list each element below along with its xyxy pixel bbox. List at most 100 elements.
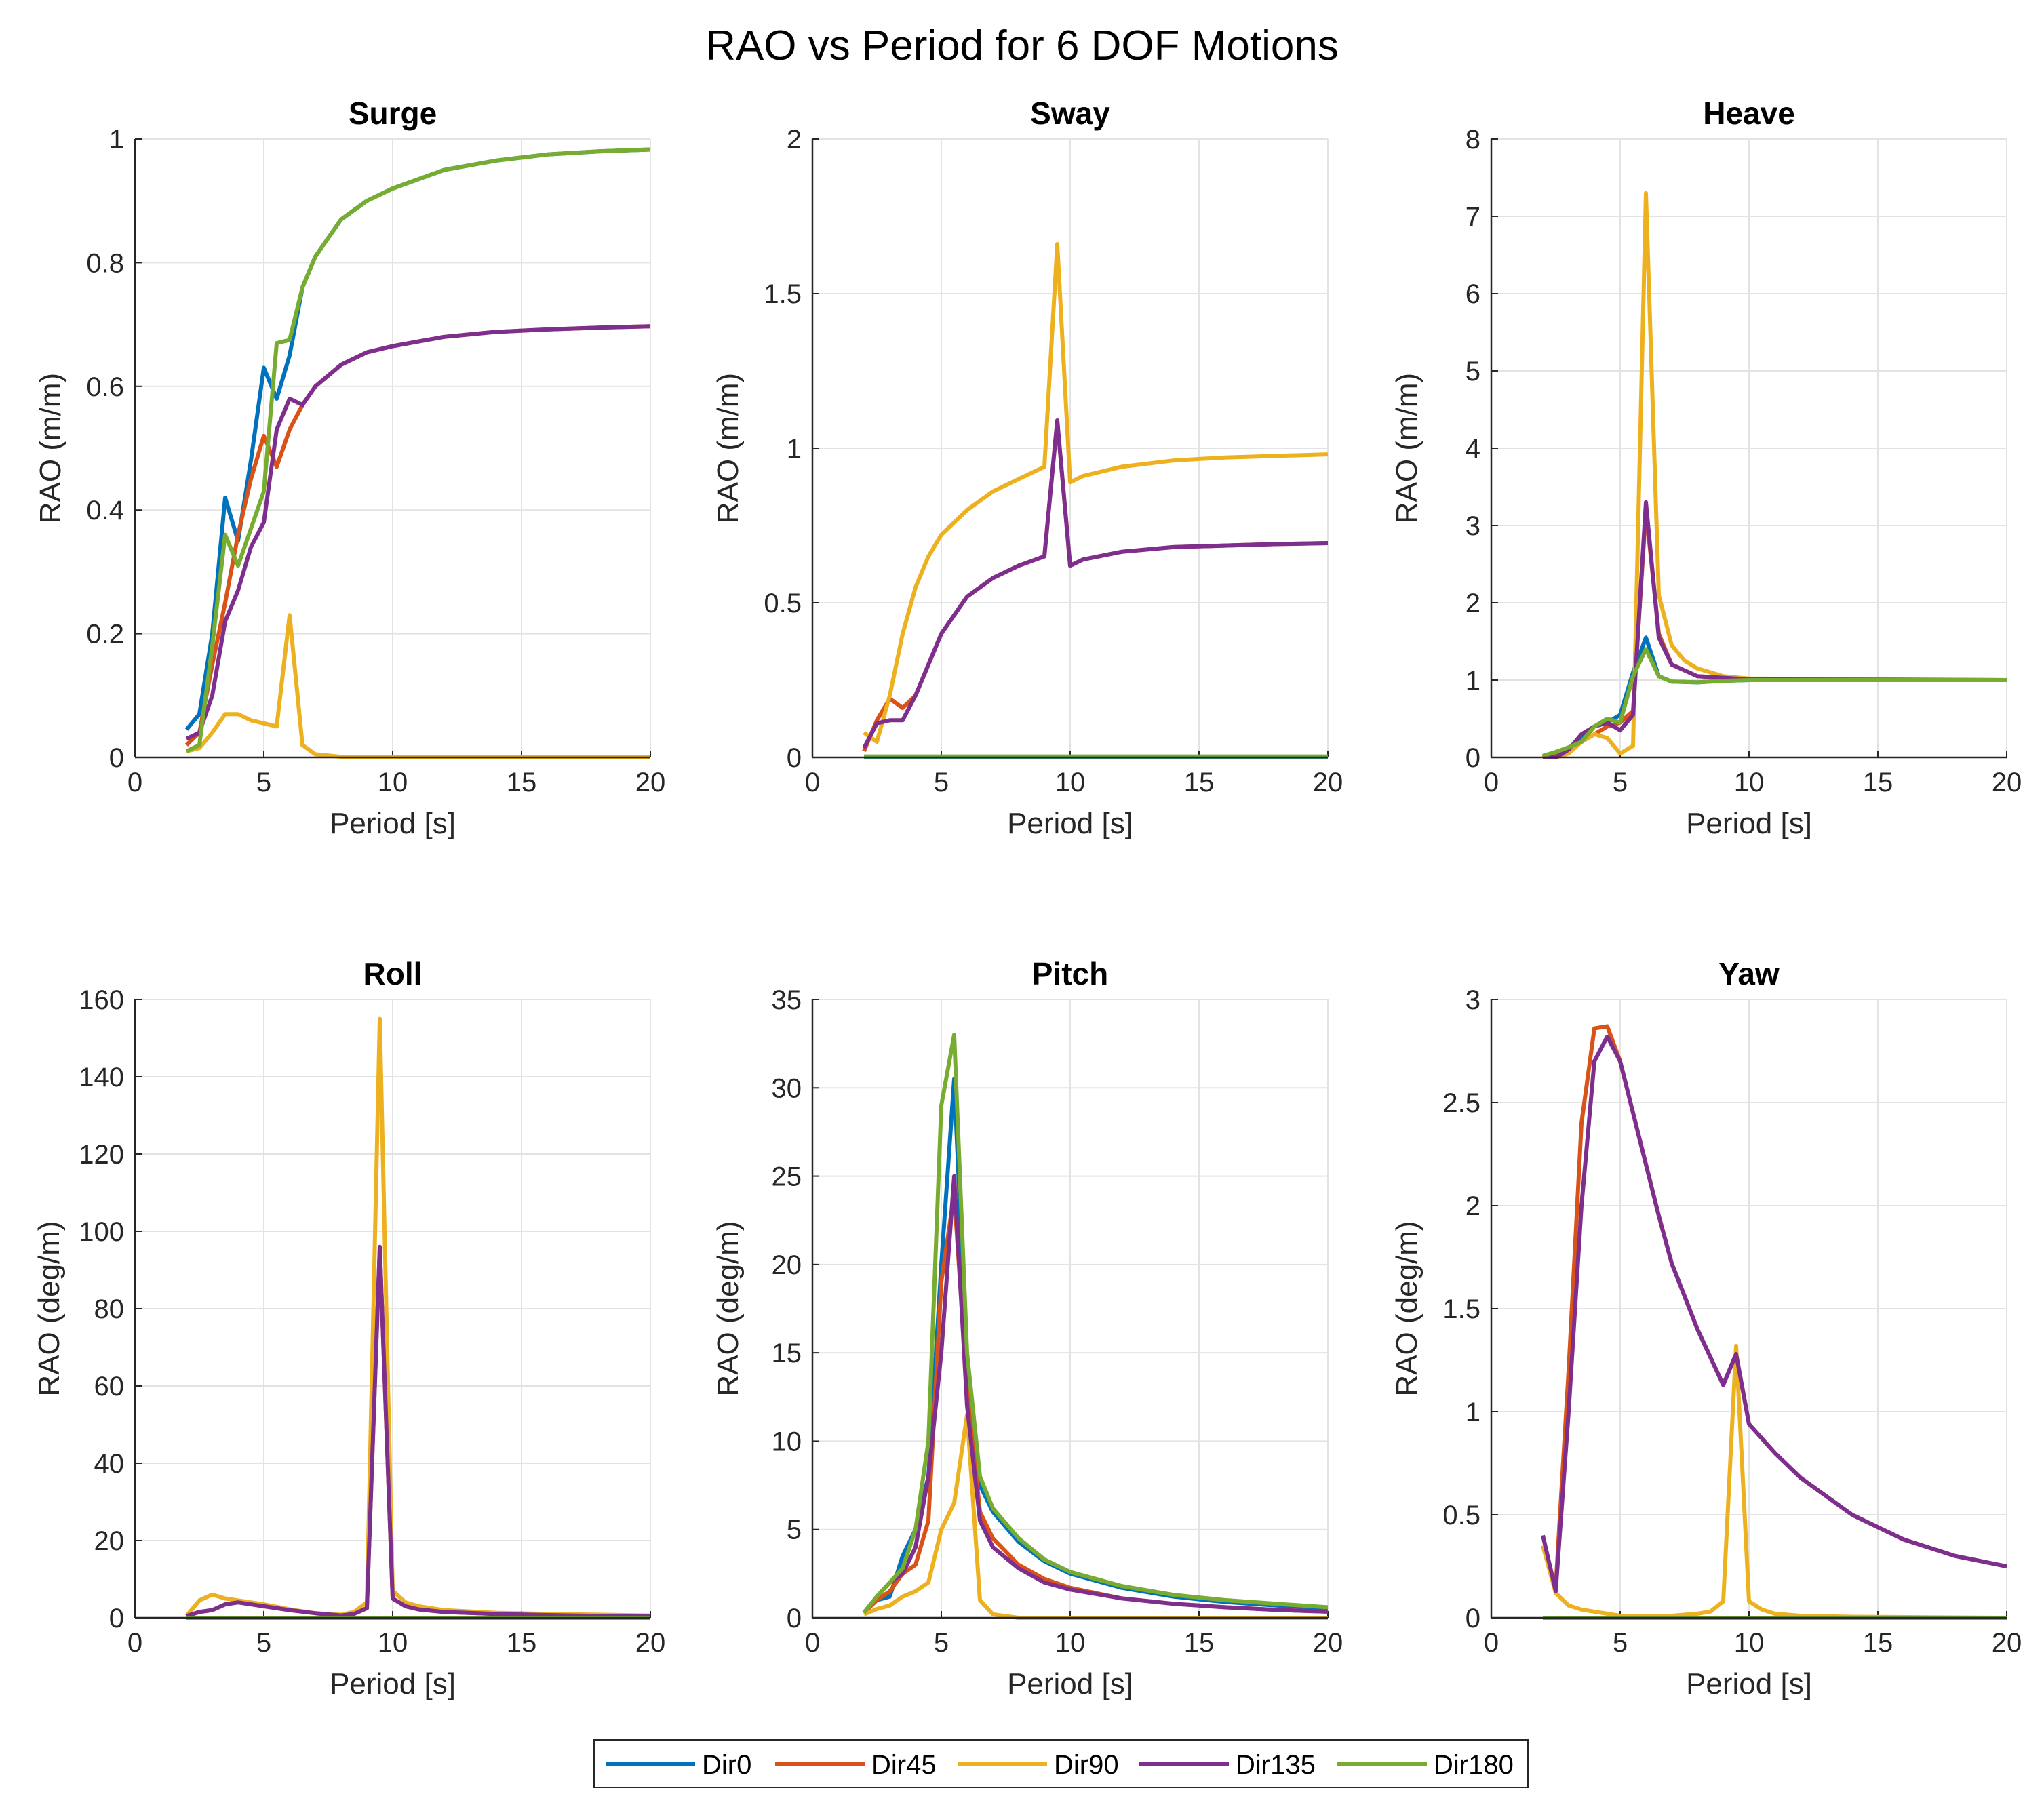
y-tick-label: 0.5 xyxy=(764,589,802,618)
subplot-yaw: 0 5 10 15 20 0 0.5 1 1.5 2 2.5 3 Yaw Period [s] RAO (d… xyxy=(1390,956,2022,1701)
x-tick-label: 0 xyxy=(127,768,142,797)
y-axis-label: RAO (m/m) xyxy=(1390,373,1423,523)
figure-title: RAO vs Period for 6 DOF Motions xyxy=(705,22,1339,69)
y-tick-label: 4 xyxy=(1466,434,1480,464)
y-tick-label: 0 xyxy=(787,743,802,773)
y-tick-label: 1 xyxy=(787,434,802,464)
x-tick-label: 10 xyxy=(1734,768,1765,797)
y-tick-label: 1 xyxy=(1466,666,1480,696)
legend-label: Dir0 xyxy=(702,1750,751,1780)
legend-label: Dir135 xyxy=(1236,1750,1316,1780)
y-tick-label: 120 xyxy=(79,1140,124,1170)
subplot-title: Surge xyxy=(349,96,437,131)
y-tick-label: 140 xyxy=(79,1063,124,1092)
y-tick-label: 7 xyxy=(1466,202,1480,232)
x-tick-label: 15 xyxy=(1184,768,1215,797)
y-axis-label: RAO (deg/m) xyxy=(1390,1220,1423,1396)
legend-item-dir135: Dir135 xyxy=(1139,1750,1316,1780)
series-line-dir135 xyxy=(1541,1034,2007,1593)
x-tick-label: 0 xyxy=(127,1628,142,1658)
x-tick-label: 20 xyxy=(1992,768,2022,797)
y-axis-label: RAO (m/m) xyxy=(711,373,745,523)
x-tick-label: 15 xyxy=(1863,1628,1893,1658)
y-axis-label: RAO (deg/m) xyxy=(33,1220,66,1396)
y-tick-label: 3 xyxy=(1466,985,1480,1015)
y-tick-label: 2 xyxy=(1466,1191,1480,1221)
series-line-dir90 xyxy=(863,1412,1328,1620)
y-tick-label: 0 xyxy=(787,1604,802,1633)
y-tick-label: 1.5 xyxy=(764,279,802,309)
legend-item-dir90: Dir90 xyxy=(958,1750,1119,1780)
x-axis-label: Period [s] xyxy=(330,1667,456,1701)
x-tick-label: 5 xyxy=(256,1628,271,1658)
series-line-dir180 xyxy=(185,147,650,753)
x-tick-label: 10 xyxy=(1055,768,1086,797)
y-tick-label: 80 xyxy=(94,1294,125,1324)
y-tick-label: 0.2 xyxy=(86,620,124,650)
x-tick-label: 15 xyxy=(507,768,537,797)
x-tick-label: 0 xyxy=(1484,768,1499,797)
x-tick-label: 20 xyxy=(635,768,666,797)
y-tick-label: 3 xyxy=(1466,511,1480,541)
x-tick-label: 0 xyxy=(1484,1628,1499,1658)
x-axis-label: Period [s] xyxy=(1007,1667,1133,1701)
y-tick-label: 0 xyxy=(109,1604,124,1633)
y-tick-label: 20 xyxy=(772,1250,802,1280)
subplot-surge: 0 5 10 15 20 0 0.2 0.4 0.6 0.8 1 Surge Period [s] RAO… xyxy=(34,96,665,840)
series-line-dir180 xyxy=(862,1033,1328,1614)
legend-item-dir0: Dir0 xyxy=(606,1750,751,1780)
subplot-roll: 0 5 10 15 20 0 20 40 60 80 100 120 140 160 Roll Period … xyxy=(33,956,665,1701)
x-tick-label: 5 xyxy=(934,1628,949,1658)
subplot-sway: 0 5 10 15 20 0 0.5 1 1.5 2 Sway Period [s] RAO (m/m) xyxy=(711,96,1343,840)
y-tick-label: 35 xyxy=(772,985,802,1015)
subplot-title: Heave xyxy=(1703,96,1795,131)
y-tick-label: 0.4 xyxy=(86,496,124,525)
x-tick-label: 15 xyxy=(507,1628,537,1658)
x-tick-label: 20 xyxy=(1992,1628,2022,1658)
legend-label: Dir45 xyxy=(871,1750,937,1780)
y-tick-label: 160 xyxy=(79,985,124,1015)
y-tick-label: 15 xyxy=(772,1338,802,1368)
y-tick-label: 100 xyxy=(79,1217,124,1247)
x-tick-label: 5 xyxy=(1613,1628,1628,1658)
subplot-heave: 0 5 10 15 20 0 1 2 3 4 5 6 7 8 Heave Period [s] RAO (m/m… xyxy=(1390,96,2022,840)
y-tick-label: 0.6 xyxy=(86,372,124,402)
legend: Dir0 Dir45 Dir90 Dir135 Dir180 xyxy=(593,1739,1529,1788)
y-tick-label: 8 xyxy=(1466,125,1480,155)
y-axis-label: RAO (deg/m) xyxy=(711,1220,745,1396)
x-axis-label: Period [s] xyxy=(330,807,456,840)
y-tick-label: 5 xyxy=(787,1515,802,1545)
y-tick-label: 0 xyxy=(1466,743,1480,773)
x-tick-label: 15 xyxy=(1863,768,1893,797)
y-tick-label: 25 xyxy=(772,1162,802,1192)
x-tick-label: 5 xyxy=(1613,768,1628,797)
y-tick-label: 0.8 xyxy=(86,248,124,278)
x-tick-label: 10 xyxy=(378,1628,408,1658)
y-tick-label: 1 xyxy=(109,125,124,155)
legend-label: Dir90 xyxy=(1054,1750,1119,1780)
y-tick-label: 0 xyxy=(109,743,124,773)
series-line-dir135 xyxy=(862,1174,1328,1614)
y-tick-label: 2.5 xyxy=(1442,1088,1480,1118)
y-tick-label: 2 xyxy=(1466,589,1480,618)
y-tick-label: 5 xyxy=(1466,357,1480,386)
x-tick-label: 10 xyxy=(1734,1628,1765,1658)
series-line-dir135 xyxy=(185,324,650,741)
x-tick-label: 5 xyxy=(256,768,271,797)
x-tick-label: 15 xyxy=(1184,1628,1215,1658)
y-tick-label: 0 xyxy=(1466,1604,1480,1633)
x-tick-label: 0 xyxy=(805,768,820,797)
y-tick-label: 30 xyxy=(772,1073,802,1103)
y-tick-label: 1.5 xyxy=(1442,1294,1480,1324)
x-tick-label: 20 xyxy=(635,1628,666,1658)
x-axis-label: Period [s] xyxy=(1686,1667,1812,1701)
x-axis-label: Period [s] xyxy=(1007,807,1133,840)
series-line-dir90 xyxy=(863,242,1328,744)
x-tick-label: 20 xyxy=(1313,1628,1343,1658)
legend-item-dir45: Dir45 xyxy=(775,1750,937,1780)
y-tick-label: 40 xyxy=(94,1449,125,1479)
x-tick-label: 0 xyxy=(805,1628,820,1658)
series-line-dir135 xyxy=(186,1244,650,1619)
